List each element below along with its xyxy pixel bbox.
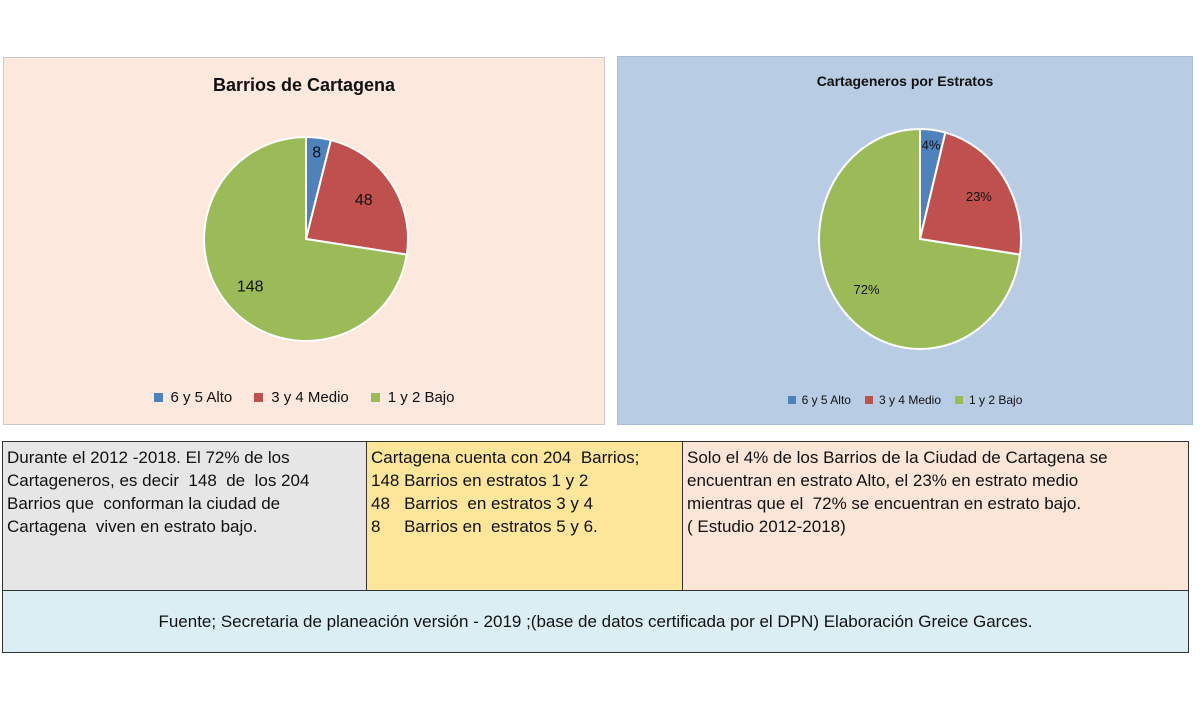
legend-item-alto: 6 y 5 Alto bbox=[787, 393, 851, 407]
pie-chart-estratos: 4% 23% 72% bbox=[818, 127, 1022, 350]
data-label-bajo: 148 bbox=[237, 278, 264, 295]
text-line: Durante el 2012 -2018. El 72% de los bbox=[7, 448, 290, 467]
chart-panel-barrios: Barrios de Cartagena 8 48 148 6 y 5 Alto 3… bbox=[3, 57, 605, 425]
chart-panel-estratos: Cartageneros por Estratos 4% 23% 72% 6 y 5… bbox=[617, 56, 1193, 425]
legend-item-bajo: 1 y 2 Bajo bbox=[955, 393, 1022, 407]
data-label-bajo: 72% bbox=[854, 282, 880, 297]
text-line: encuentran en estrato Alto, el 23% en es… bbox=[687, 471, 1079, 490]
legend-label: 6 y 5 Alto bbox=[170, 389, 233, 406]
legend-label: 1 y 2 Bajo bbox=[969, 393, 1023, 407]
legend-item-medio: 3 y 4 Medio bbox=[864, 393, 942, 407]
legend-swatch bbox=[254, 393, 264, 402]
data-label-alto: 4% bbox=[922, 138, 941, 153]
info-cell-percentages: Solo el 4% de los Barrios de la Ciudad d… bbox=[683, 442, 1188, 590]
source-note: Fuente; Secretaria de planeación versión… bbox=[3, 590, 1188, 652]
text-line: mientras que el 72% se encuentran en est… bbox=[687, 494, 1082, 513]
legend-swatch bbox=[370, 393, 380, 402]
slices bbox=[818, 127, 1022, 350]
data-label-alto: 8 bbox=[312, 144, 321, 161]
info-cell-summary: Durante el 2012 -2018. El 72% de los Car… bbox=[3, 442, 367, 590]
info-table: Durante el 2012 -2018. El 72% de los Car… bbox=[2, 441, 1189, 653]
text-line: 8 Barrios en estratos 5 y 6. bbox=[371, 517, 598, 536]
legend-label: 3 y 4 Medio bbox=[271, 389, 349, 406]
text-line: Barrios que conforman la ciudad de bbox=[7, 494, 281, 513]
legend-item-medio: 3 y 4 Medio bbox=[254, 389, 349, 406]
pie-slice-medio bbox=[918, 131, 1022, 256]
legend-swatch bbox=[787, 396, 796, 404]
text-line: Cartageneros, es decir 148 de los 204 bbox=[7, 471, 310, 490]
legend-item-alto: 6 y 5 Alto bbox=[153, 389, 233, 406]
pie-slice-bajo bbox=[203, 135, 408, 342]
data-labels: 8 48 148 bbox=[237, 144, 373, 295]
legend-item-bajo: 1 y 2 Bajo bbox=[370, 389, 455, 406]
text-line: Cartagena viven en estrato bajo. bbox=[7, 517, 258, 536]
data-label-medio: 48 bbox=[355, 192, 373, 209]
chart-legend: 6 y 5 Alto 3 y 4 Medio 1 y 2 Bajo bbox=[4, 389, 604, 406]
text-line: 48 Barrios en estratos 3 y 4 bbox=[371, 494, 594, 513]
slices bbox=[203, 135, 409, 342]
pie-slice-medio bbox=[304, 138, 409, 256]
data-labels: 4% 23% 72% bbox=[854, 138, 993, 297]
text-line: 148 Barrios en estratos 1 y 2 bbox=[371, 471, 589, 490]
data-label-medio: 23% bbox=[966, 189, 992, 204]
legend-swatch bbox=[153, 393, 163, 402]
legend-label: 6 y 5 Alto bbox=[801, 393, 851, 407]
text-line: Cartagena cuenta con 204 Barrios; bbox=[371, 448, 640, 467]
info-cell-counts: Cartagena cuenta con 204 Barrios; 148 Ba… bbox=[367, 442, 683, 590]
text-line: ( Estudio 2012-2018) bbox=[687, 517, 846, 536]
legend-label: 3 y 4 Medio bbox=[878, 393, 942, 407]
pie-chart-barrios: 8 48 148 bbox=[203, 135, 409, 342]
legend-swatch bbox=[955, 396, 964, 404]
legend-swatch bbox=[864, 396, 873, 404]
text-line: Solo el 4% de los Barrios de la Ciudad d… bbox=[687, 448, 1108, 467]
legend-label: 1 y 2 Bajo bbox=[387, 389, 455, 406]
pie-slice-bajo bbox=[818, 127, 1022, 350]
chart-legend: 6 y 5 Alto 3 y 4 Medio 1 y 2 Bajo bbox=[618, 393, 1192, 407]
chart-title: Cartageneros por Estratos bbox=[816, 73, 994, 89]
chart-title: Barrios de Cartagena bbox=[212, 75, 396, 95]
